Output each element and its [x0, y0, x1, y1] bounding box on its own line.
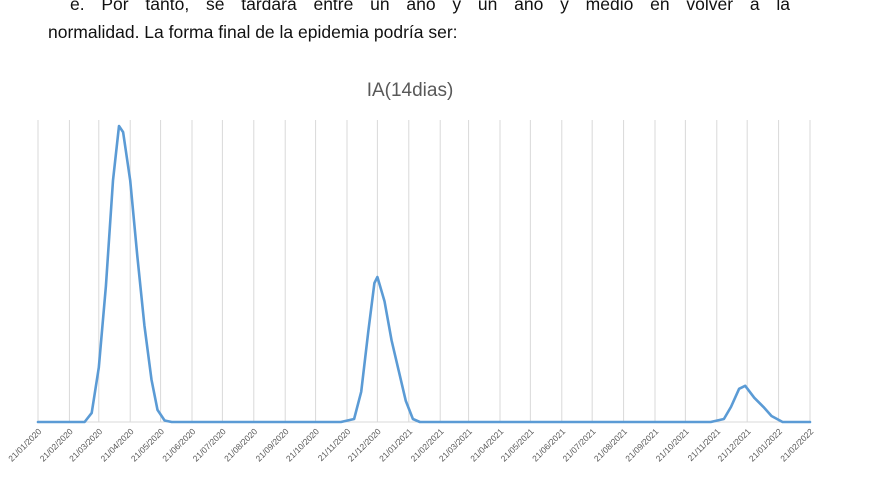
data-point [377, 277, 378, 278]
data-point [368, 331, 369, 332]
data-point [151, 379, 152, 380]
chart-title: IA(14dias) [367, 80, 454, 101]
data-point [119, 126, 120, 127]
x-tick-label: 21/10/2020 [284, 426, 321, 463]
data-point [354, 419, 355, 420]
data-point [361, 391, 362, 392]
data-point [340, 422, 341, 423]
data-point [130, 180, 131, 181]
data-point [710, 422, 711, 423]
data-point [763, 406, 764, 407]
data-point [91, 412, 92, 413]
data-point [164, 420, 165, 421]
data-point [144, 325, 145, 326]
x-tick-label: 21/10/2021 [654, 426, 691, 463]
data-point [782, 422, 783, 423]
x-tick-label: 21/02/2022 [778, 426, 815, 463]
data-point [123, 132, 124, 133]
data-point [98, 367, 99, 368]
series-layer [36, 124, 812, 424]
data-point [137, 255, 138, 256]
body-text-line-1: e. Por tanto, se tardará entre un año y … [70, 0, 790, 14]
data-point [113, 180, 114, 181]
data-point [157, 409, 158, 410]
data-point [771, 416, 772, 417]
data-point [440, 422, 441, 423]
data-point [419, 422, 420, 423]
data-point [754, 397, 755, 398]
data-point [391, 340, 392, 341]
data-point [105, 286, 106, 287]
x-tick-labels: 21/01/202021/02/202021/03/202021/04/2020… [6, 426, 815, 463]
gridlines [37, 120, 811, 422]
data-point [731, 406, 732, 407]
data-point [405, 400, 406, 401]
data-point [374, 283, 375, 284]
data-point [739, 388, 740, 389]
series-line [36, 124, 812, 424]
data-point [745, 385, 746, 386]
data-point [38, 422, 39, 423]
data-point [723, 419, 724, 420]
body-text-line-2: normalidad. La forma final de la epidemi… [48, 22, 458, 42]
data-point [384, 301, 385, 302]
data-point [412, 419, 413, 420]
data-point [810, 422, 811, 423]
data-point [84, 422, 85, 423]
data-point [398, 370, 399, 371]
data-point [171, 422, 172, 423]
